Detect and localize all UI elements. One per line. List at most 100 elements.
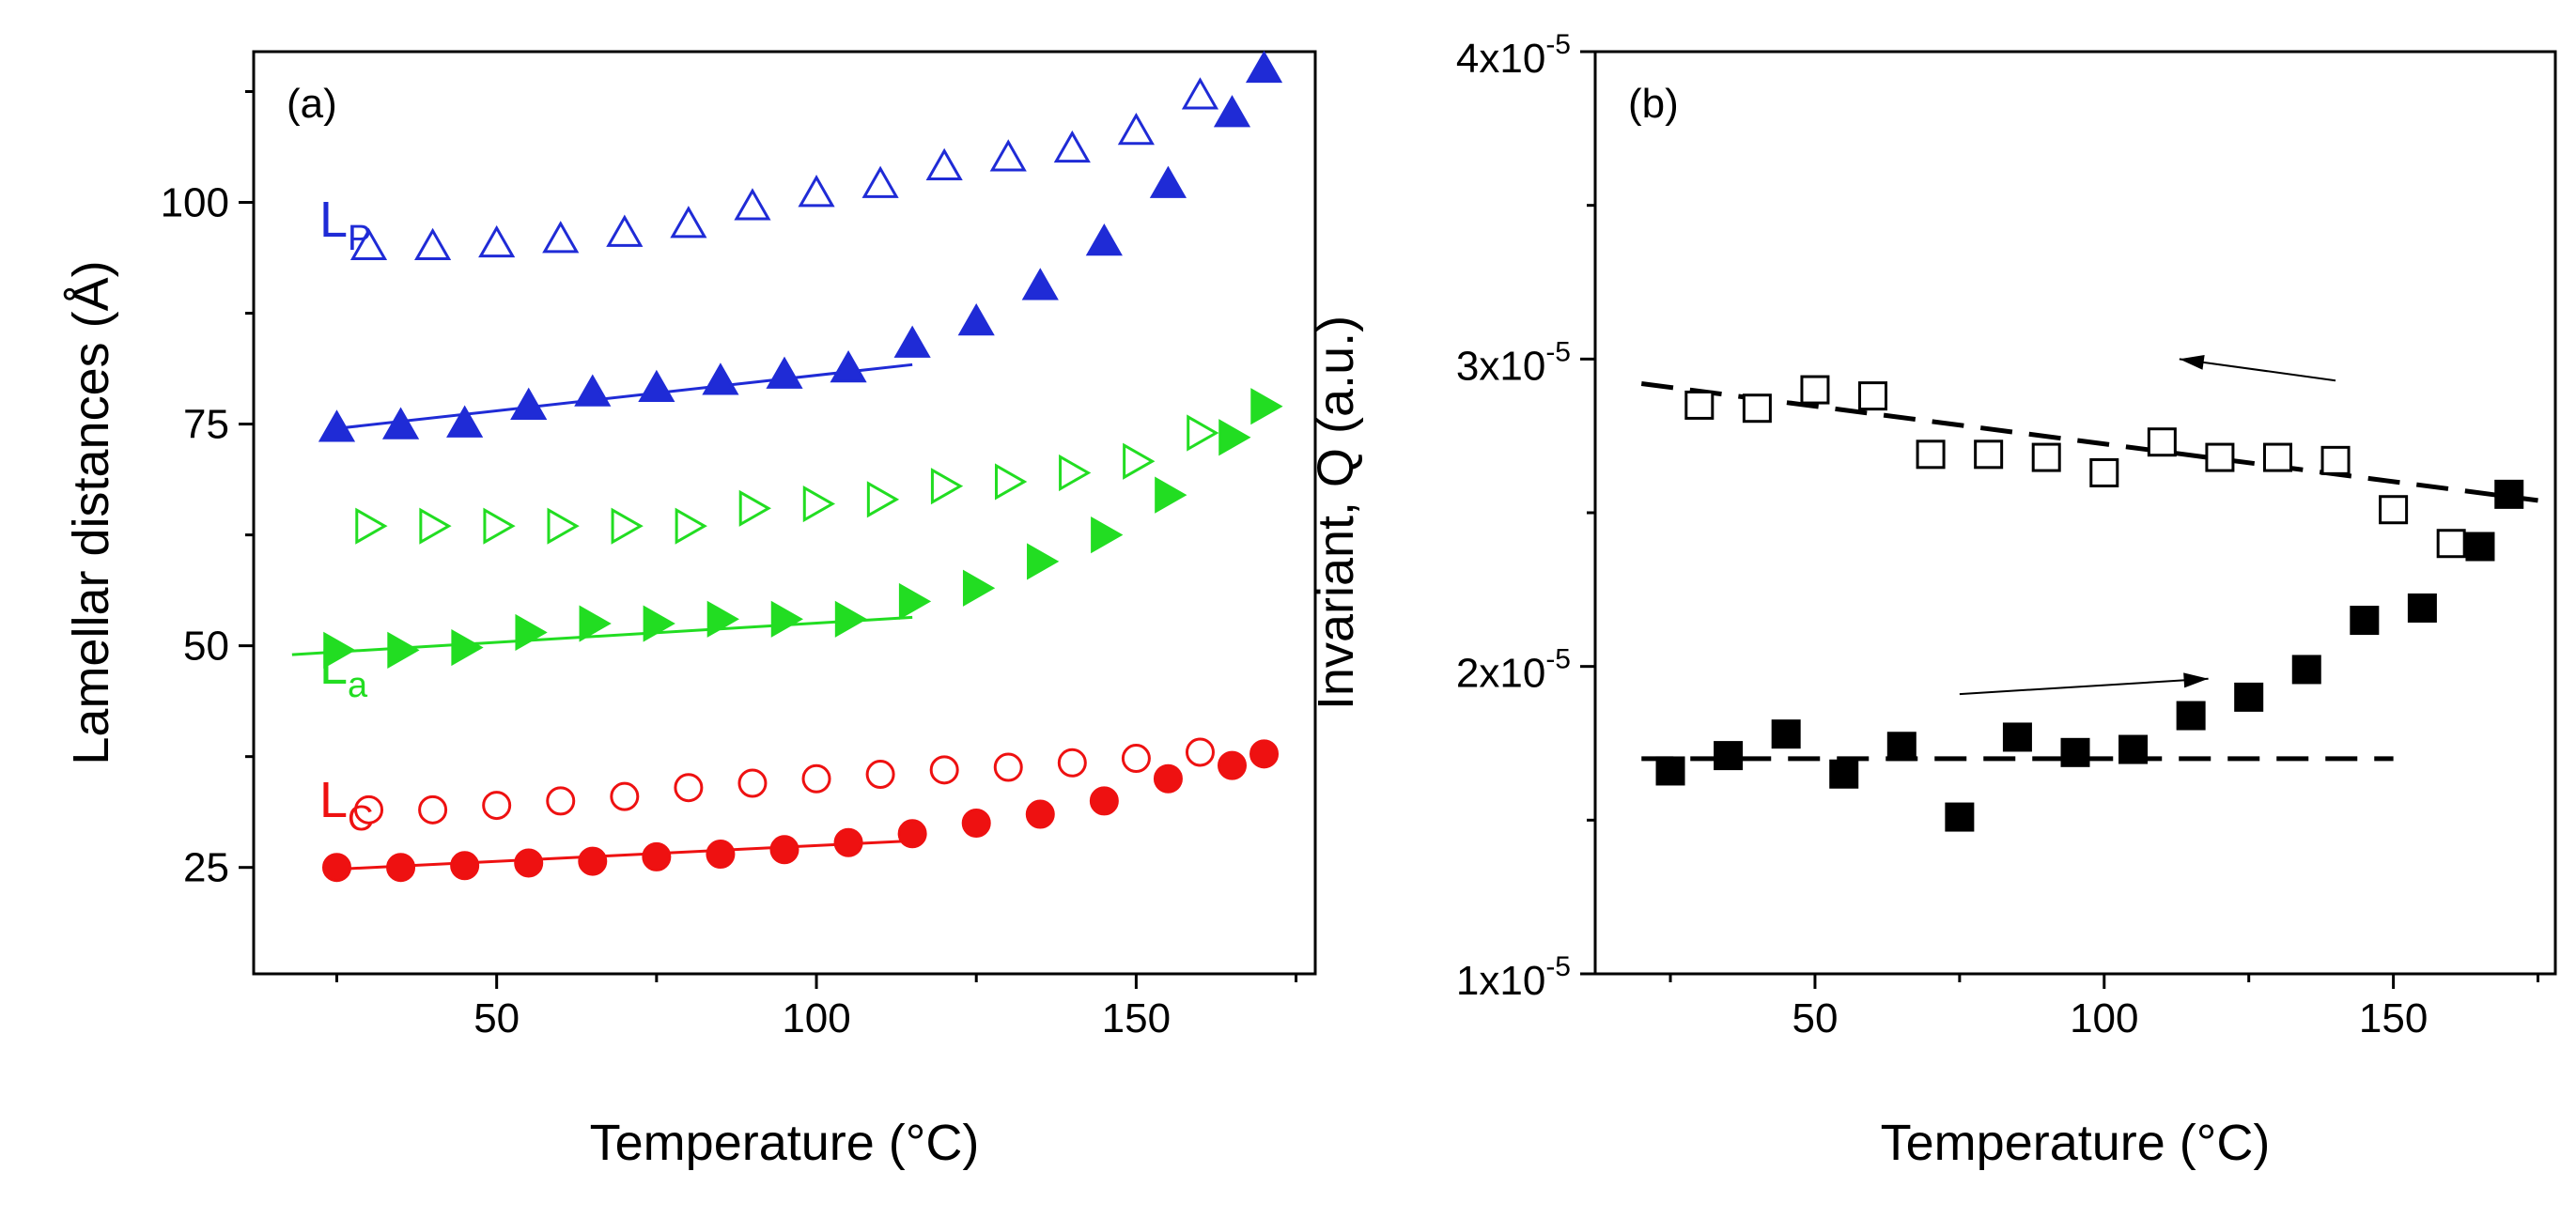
y-tick-label: 1x10-5 xyxy=(1456,951,1571,1004)
data-point-triangle xyxy=(446,405,484,438)
data-point-triangle xyxy=(1149,165,1187,198)
data-point-square xyxy=(2262,442,2292,472)
data-point-triangle xyxy=(1085,223,1123,256)
data-point-circle xyxy=(354,794,384,825)
y-tick-label: 2x10-5 xyxy=(1456,644,1571,697)
data-point-triangle-right xyxy=(995,463,1028,501)
data-point-circle xyxy=(737,768,768,798)
data-point-triangle-right xyxy=(706,600,739,638)
data-point-square xyxy=(2002,722,2032,752)
data-point-square xyxy=(2407,593,2437,623)
data-point-square xyxy=(1684,390,1715,420)
data-point-circle xyxy=(801,763,831,794)
data-point-triangle xyxy=(766,356,803,389)
y-tick-label: 4x10-5 xyxy=(1456,29,1571,82)
data-point-square xyxy=(1655,756,1685,786)
data-point-circle xyxy=(610,781,640,811)
data-point-triangle xyxy=(318,409,356,442)
data-point-triangle xyxy=(1181,77,1219,110)
chart-a-panel-label: (a) xyxy=(287,81,337,127)
data-point-square xyxy=(2320,445,2351,475)
chart-a-frame xyxy=(252,50,1317,976)
label-la-main: L xyxy=(319,639,348,695)
data-point-triangle-right xyxy=(611,507,644,545)
data-point-square xyxy=(2234,682,2264,712)
data-point-triangle-right xyxy=(419,507,452,545)
data-point-square xyxy=(2436,529,2466,559)
y-tick-label: 3x10-5 xyxy=(1456,336,1571,389)
data-point-triangle-right xyxy=(866,481,900,518)
data-point-square xyxy=(2350,606,2380,636)
chart-b-ylabel: Invariant, Q (a.u.) xyxy=(1308,316,1364,710)
data-point-triangle xyxy=(830,350,867,383)
data-point-triangle-right xyxy=(930,468,964,505)
label-lc-sub: C xyxy=(348,799,373,839)
data-point-circle xyxy=(897,819,927,849)
data-point-triangle-right xyxy=(962,569,996,607)
fit-line xyxy=(336,839,913,871)
data-point-square xyxy=(1771,719,1801,749)
y-tick-label: 25 xyxy=(183,845,229,891)
data-point-triangle xyxy=(638,369,675,403)
data-point-triangle xyxy=(414,227,452,260)
data-point-triangle xyxy=(1117,112,1155,146)
data-point-square xyxy=(1886,732,1916,762)
x-tick-label: 150 xyxy=(1102,995,1171,1041)
arrow-head xyxy=(2183,672,2209,688)
label-lp-main: L xyxy=(319,192,348,248)
chart-b-points xyxy=(1655,375,2524,832)
chart-b-dashed-lines xyxy=(1640,381,2538,762)
chart-a-ticks: 50 100 150 25 50 75 100 xyxy=(161,89,1298,1041)
data-point-triangle-right xyxy=(1091,516,1124,554)
chart-b-panel-label: (b) xyxy=(1628,81,1679,127)
data-point-triangle-right xyxy=(834,600,868,638)
chart-a: (a) Temperature (°C) Lamellar distances … xyxy=(63,50,1317,1171)
data-point-circle xyxy=(514,848,544,878)
chart-b-xlabel: Temperature (°C) xyxy=(1881,1115,2271,1171)
data-point-circle xyxy=(642,841,672,871)
data-point-circle xyxy=(833,827,863,857)
chart-a-points xyxy=(318,50,1283,883)
chart-b-frame xyxy=(1593,50,2557,976)
data-point-circle xyxy=(929,755,959,785)
data-point-circle xyxy=(546,786,576,816)
chart-b-ticks: 50 100 150 1x10-5 2x10-5 3x10-5 4x10-5 xyxy=(1456,29,2540,1041)
chart-a-fit-lines xyxy=(291,362,913,871)
data-point-circle xyxy=(1153,763,1183,794)
data-point-square xyxy=(2465,532,2495,562)
data-point-circle xyxy=(1249,739,1280,769)
data-point-circle xyxy=(386,853,416,883)
y-tick-label: 50 xyxy=(183,624,229,670)
data-point-triangle-right xyxy=(675,507,707,545)
data-point-circle xyxy=(450,851,480,881)
data-point-triangle-right xyxy=(1187,414,1219,452)
data-point-triangle-right xyxy=(387,631,420,669)
data-point-triangle xyxy=(861,165,899,198)
data-point-square xyxy=(1829,759,1859,789)
chart-b-arrows xyxy=(1959,354,2336,696)
data-point-circle xyxy=(418,794,448,825)
data-point-triangle xyxy=(1053,130,1091,163)
data-point-triangle xyxy=(510,387,548,420)
data-point-square xyxy=(2118,734,2149,764)
data-point-triangle-right xyxy=(1218,419,1251,456)
data-point-triangle-right xyxy=(738,489,771,527)
chart-b: (b) Temperature (°C) Invariant, Q (a.u.)… xyxy=(1308,29,2557,1171)
data-point-triangle-right xyxy=(802,485,836,523)
data-point-triangle xyxy=(957,302,995,336)
data-point-square xyxy=(1858,381,1888,411)
label-lp: LP xyxy=(319,192,371,258)
data-point-triangle-right xyxy=(483,507,516,545)
label-la: La xyxy=(319,639,368,705)
data-point-square xyxy=(1945,802,1975,832)
data-point-triangle-right xyxy=(547,507,580,545)
data-point-square xyxy=(1714,741,1744,771)
data-point-triangle xyxy=(925,147,963,180)
data-point-triangle-right xyxy=(1250,388,1283,425)
arrow-shaft xyxy=(2179,358,2336,382)
label-lc: LC xyxy=(319,772,374,839)
data-point-circle xyxy=(865,760,895,790)
data-point-triangle xyxy=(1021,268,1059,301)
data-point-circle xyxy=(1057,748,1087,778)
data-point-square xyxy=(2205,442,2235,472)
